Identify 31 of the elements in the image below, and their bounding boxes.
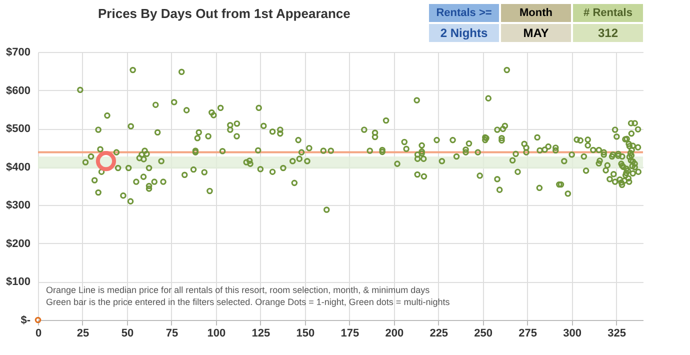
annotation: Orange Line is median price for all rentals of this resort, room selection, month, & minimum days [46, 285, 430, 295]
y-tick-label: $300 [6, 200, 30, 212]
x-tick-label: 100 [207, 328, 226, 340]
annotation: Green bar is the price entered in the filters selected. Orange Dots = 1-night, Green dots = multi-nights [46, 297, 450, 307]
text: 2 Nights [440, 26, 488, 40]
x-tick-label: 0 [35, 328, 42, 340]
y-tick-label: $500 [6, 123, 30, 136]
text: Month [520, 7, 553, 19]
text: # Rentals [584, 7, 632, 19]
x-tick-label: 250 [474, 328, 493, 340]
x-tick-label: 50 [121, 328, 134, 340]
x-tick-label: 225 [430, 328, 448, 340]
text: 312 [598, 26, 618, 40]
y-tick-label: $700 [6, 46, 30, 58]
y-tick-label: $200 [6, 238, 30, 250]
x-tick-label: 300 [563, 328, 582, 340]
text: MAY [523, 26, 549, 40]
x-tick-label: 275 [518, 328, 538, 340]
chart-title: Prices By Days Out from 1st Appearance [98, 6, 350, 21]
x-tick-label: 25 [76, 328, 90, 340]
y-tick-label: $- [20, 314, 31, 326]
y-tick-label: $400 [6, 161, 30, 174]
x-tick-label: 325 [608, 328, 626, 340]
x-tick-label: 75 [166, 328, 178, 340]
y-tick-label: $100 [6, 276, 30, 288]
text: Rentals >= [436, 7, 492, 19]
x-tick-label: 200 [385, 328, 404, 340]
x-tick-label: 125 [252, 328, 270, 340]
x-tick-label: 150 [296, 328, 315, 340]
y-tick-label: $600 [6, 84, 30, 97]
x-tick-label: 175 [340, 328, 360, 340]
